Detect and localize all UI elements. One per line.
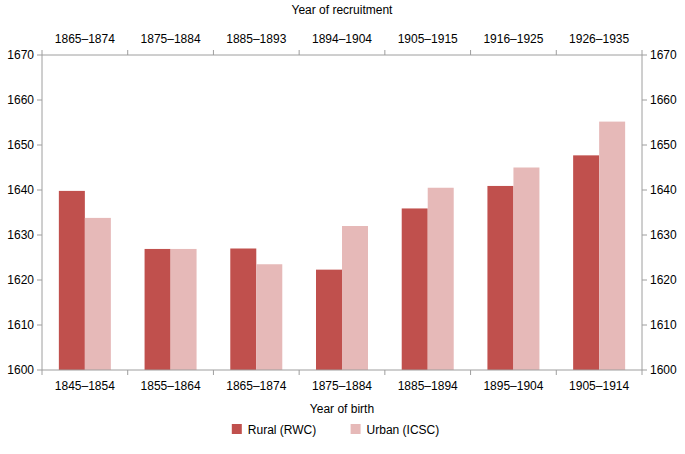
x-tick: [642, 370, 643, 375]
y-tick-label: 1660: [7, 93, 34, 107]
y-tick: [37, 280, 42, 281]
bar: [428, 188, 454, 370]
y-tick-label: 1630: [7, 228, 34, 242]
x2-tick-label: 1875–1884: [141, 32, 201, 46]
y-tick-label: 1610: [7, 318, 34, 332]
bar: [513, 168, 539, 371]
bar: [599, 122, 625, 370]
y-tick-label: 1630: [650, 228, 677, 242]
x-tick: [42, 370, 43, 375]
x2-tick: [213, 50, 214, 55]
y-tick-label: 1640: [650, 183, 677, 197]
bar: [85, 218, 111, 370]
y-tick: [642, 280, 647, 281]
y-tick: [37, 235, 42, 236]
x-tick: [299, 370, 300, 375]
y-tick: [37, 370, 42, 371]
x2-tick: [384, 50, 385, 55]
y-tick: [37, 145, 42, 146]
y-tick: [37, 190, 42, 191]
bars: [59, 122, 625, 370]
x-tick-label: 1885–1894: [398, 379, 458, 393]
bar: [573, 155, 599, 370]
x2-tick-label: 1894–1904: [312, 32, 372, 46]
y-tick: [642, 55, 647, 56]
x2-tick-label: 1905–1915: [398, 32, 458, 46]
x2-tick-label: 1885–1893: [226, 32, 286, 46]
y-tick: [642, 370, 647, 371]
x-axis-bottom: [42, 370, 642, 371]
x-tick: [384, 370, 385, 375]
x-tick: [127, 370, 128, 375]
bar: [230, 249, 256, 371]
y-tick: [642, 235, 647, 236]
x-tick: [213, 370, 214, 375]
x-tick-label: 1895–1904: [483, 379, 543, 393]
x2-tick-label: 1916–1925: [483, 32, 543, 46]
legend-label: Urban (ICSC): [367, 423, 440, 437]
y-tick-label: 1620: [7, 273, 34, 287]
x-axis-title: Year of birth: [310, 402, 374, 416]
y-tick-label: 1650: [7, 138, 34, 152]
x-tick-label: 1905–1914: [569, 379, 629, 393]
x2-tick-label: 1865–1874: [55, 32, 115, 46]
legend-label: Rural (RWC): [248, 423, 316, 437]
legend-swatch: [232, 424, 242, 434]
bar: [316, 270, 342, 370]
y-tick: [37, 55, 42, 56]
y-tick-label: 1640: [7, 183, 34, 197]
y-tick-label: 1600: [7, 363, 34, 377]
chart: 1600 1600 1610 1610 1620 1620 1630 1630 1640 1640…: [0, 0, 685, 454]
y-tick: [37, 100, 42, 101]
legend-swatch: [351, 424, 361, 434]
y-tick: [642, 145, 647, 146]
x2-tick: [642, 50, 643, 55]
x2-tick: [470, 50, 471, 55]
y-tick-label: 1610: [650, 318, 677, 332]
bar: [487, 186, 513, 370]
bar: [402, 208, 428, 370]
x2-tick: [299, 50, 300, 55]
y-tick-label: 1670: [650, 48, 677, 62]
x2-axis-title: Year of recruitment: [292, 3, 394, 17]
x2-tick: [127, 50, 128, 55]
y-tick-label: 1650: [650, 138, 677, 152]
x-tick-label: 1875–1884: [312, 379, 372, 393]
x2-tick-label: 1926–1935: [569, 32, 629, 46]
x-tick-label: 1855–1864: [141, 379, 201, 393]
y-tick-label: 1670: [7, 48, 34, 62]
x-tick: [470, 370, 471, 375]
x-tick-label: 1845–1854: [55, 379, 115, 393]
y-tick-label: 1660: [650, 93, 677, 107]
y-tick: [642, 190, 647, 191]
y-tick: [642, 325, 647, 326]
x-tick-label: 1865–1874: [226, 379, 286, 393]
y-axis-right: [642, 55, 643, 370]
x-tick: [556, 370, 557, 375]
bar: [342, 226, 368, 370]
x2-tick: [556, 50, 557, 55]
y-tick-label: 1620: [650, 273, 677, 287]
y-tick-label: 1600: [650, 363, 677, 377]
bar: [171, 249, 197, 370]
x2-tick: [42, 50, 43, 55]
bar: [256, 264, 282, 370]
bar: [145, 249, 171, 370]
legend: Rural (RWC) Urban (ICSC): [232, 423, 439, 437]
y-tick: [37, 325, 42, 326]
x-axis-top: [42, 55, 642, 56]
bar: [59, 191, 85, 370]
y-axis-left: [42, 55, 43, 370]
y-tick: [642, 100, 647, 101]
